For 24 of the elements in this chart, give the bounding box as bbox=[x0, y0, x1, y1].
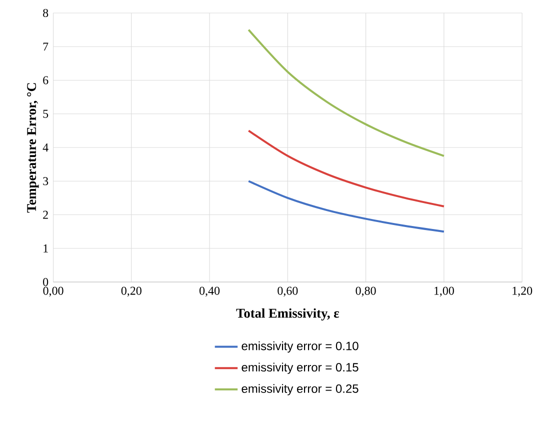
x-tick-label: 0,40 bbox=[200, 286, 220, 297]
line-series bbox=[248, 29, 445, 158]
x-axis-title: Total Emissivity, ε bbox=[236, 308, 340, 321]
x-tick-label: 0,60 bbox=[278, 286, 298, 297]
x-tick-label: 0,00 bbox=[43, 286, 64, 297]
line-series bbox=[248, 180, 445, 233]
y-tick-label: 1 bbox=[44, 244, 48, 253]
y-tick-label: 4 bbox=[42, 144, 48, 152]
x-tick-label: 1,00 bbox=[434, 286, 454, 297]
y-tick-label: 5 bbox=[43, 110, 48, 118]
y-tick-label: 8 bbox=[43, 9, 48, 18]
y-axis-title: Temperature Error, °C bbox=[27, 83, 39, 213]
y-tick-label: 0 bbox=[43, 278, 48, 286]
x-tick-label: 0,20 bbox=[121, 286, 142, 297]
legend-label: emissivity error = 0.10 bbox=[242, 342, 358, 353]
y-tick-label: 7 bbox=[43, 42, 48, 51]
line-series bbox=[248, 130, 445, 208]
y-tick-label: 6 bbox=[43, 76, 48, 85]
x-tick-label: 1,20 bbox=[512, 286, 532, 297]
y-tick-label: 3 bbox=[43, 177, 48, 186]
x-tick-label: 0,80 bbox=[356, 286, 376, 297]
legend-label: emissivity error = 0.15 bbox=[242, 362, 358, 374]
y-tick-label: 2 bbox=[43, 211, 48, 219]
legend-label: emissivity error = 0.25 bbox=[242, 384, 358, 396]
